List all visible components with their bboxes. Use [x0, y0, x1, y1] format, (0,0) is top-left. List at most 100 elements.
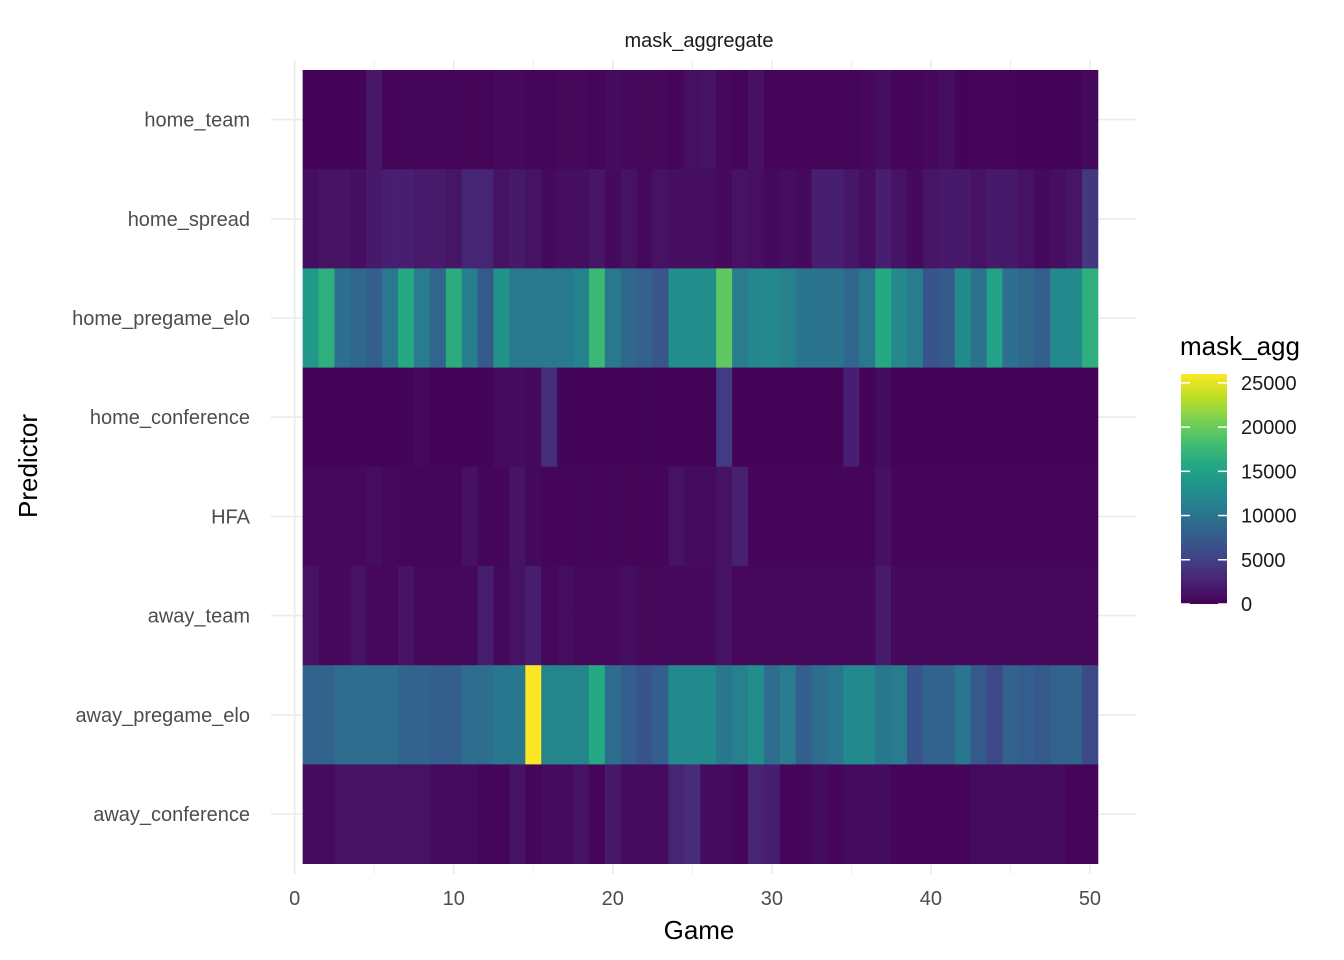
- heatmap-tile: [541, 169, 558, 269]
- heatmap-tile: [604, 466, 622, 567]
- heatmap-tile: [954, 466, 972, 567]
- heatmap-tile: [573, 764, 590, 864]
- heatmap-tile: [477, 665, 494, 765]
- heatmap-tile: [954, 367, 972, 468]
- heatmap-tile: [620, 70, 638, 170]
- heatmap-tile: [334, 665, 351, 765]
- heatmap-tile: [398, 764, 415, 864]
- heatmap-tile: [350, 367, 367, 468]
- heatmap-tile: [588, 665, 606, 765]
- heatmap-tile: [970, 268, 987, 368]
- heatmap-tile: [811, 566, 828, 666]
- heatmap-tile: [398, 70, 415, 170]
- heatmap-tile: [954, 169, 972, 269]
- heatmap-tile: [461, 268, 478, 368]
- heatmap-tile: [350, 268, 367, 368]
- heatmap-tile: [763, 566, 781, 666]
- heatmap-tile: [1082, 268, 1099, 368]
- heatmap-tile: [684, 169, 701, 269]
- heatmap-tile: [891, 367, 908, 468]
- heatmap-tile: [525, 764, 542, 864]
- heatmap-tile: [1018, 268, 1035, 368]
- heatmap-tile: [334, 169, 351, 269]
- heatmap-tile: [779, 367, 797, 468]
- heatmap-tile: [1002, 70, 1019, 170]
- heatmap-tile: [1050, 367, 1067, 468]
- heatmap-tile: [334, 566, 351, 666]
- heatmap-tile: [334, 367, 351, 468]
- heatmap-tile: [970, 566, 987, 666]
- heatmap-tile: [1066, 764, 1083, 864]
- heatmap-tile: [668, 665, 685, 765]
- heatmap-tile: [1082, 566, 1099, 666]
- color-legend: mask_agg 0 5000 10000 15000 20000 25000: [1180, 331, 1300, 616]
- heatmap-tile: [716, 367, 733, 468]
- heatmap-tile: [493, 466, 510, 567]
- heatmap-tile: [732, 70, 749, 170]
- heatmap-tile: [620, 665, 638, 765]
- heatmap-tile: [747, 70, 765, 170]
- heatmap-tile: [350, 70, 367, 170]
- heatmap-tile: [541, 367, 558, 468]
- heatmap-tile: [573, 665, 590, 765]
- heatmap-tile: [318, 566, 335, 666]
- heatmap-tile: [636, 70, 653, 170]
- heatmap-tile: [509, 665, 526, 765]
- heatmap-tile: [938, 367, 956, 468]
- heatmap-tile: [525, 268, 542, 368]
- heatmap-tile: [1018, 70, 1035, 170]
- heatmap-tile: [541, 566, 558, 666]
- heatmap-tile: [795, 169, 813, 269]
- heatmap-tile: [445, 665, 463, 765]
- heatmap-tile: [636, 566, 653, 666]
- legend-tick-label: 5000: [1241, 550, 1286, 572]
- heatmap-tile: [620, 268, 638, 368]
- heatmap-tile: [970, 466, 987, 567]
- heatmap-tile: [907, 367, 924, 468]
- heatmap-tile: [684, 268, 701, 368]
- heatmap-tile: [700, 566, 717, 666]
- legend-title: mask_agg: [1180, 331, 1300, 361]
- heatmap-tile: [382, 367, 399, 468]
- heatmap-tile: [779, 566, 797, 666]
- heatmap-tile: [907, 268, 924, 368]
- heatmap-tile: [318, 70, 335, 170]
- heatmap-tile: [509, 764, 526, 864]
- heatmap-tile: [557, 268, 574, 368]
- heatmap-tile: [541, 268, 558, 368]
- heatmap-tile: [795, 665, 813, 765]
- heatmap-tile: [1066, 169, 1083, 269]
- heatmap-tile: [604, 70, 622, 170]
- heatmap-tile: [573, 70, 590, 170]
- heatmap-tile: [779, 70, 797, 170]
- heatmap-tile: [1066, 466, 1083, 567]
- heatmap-tile: [636, 169, 653, 269]
- heatmap-tile: [811, 70, 828, 170]
- heatmap-tile: [652, 566, 669, 666]
- heatmap-tile: [891, 268, 908, 368]
- heatmap-tile: [763, 665, 781, 765]
- heatmap-tile: [493, 764, 510, 864]
- heatmap-tile: [859, 268, 876, 368]
- heatmap-tile: [668, 70, 685, 170]
- heatmap-tile: [891, 764, 908, 864]
- heatmap-tile: [557, 367, 574, 468]
- heatmap-tile: [604, 665, 622, 765]
- heatmap-tile: [954, 764, 972, 864]
- heatmap-tile: [461, 764, 478, 864]
- heatmap-tile: [859, 70, 876, 170]
- heatmap-tile: [1082, 169, 1099, 269]
- heatmap-tile: [668, 566, 685, 666]
- heatmap-tile: [318, 268, 335, 368]
- heatmap-tile: [859, 665, 876, 765]
- heatmap-tile: [493, 367, 510, 468]
- heatmap-tile: [922, 367, 940, 468]
- heatmap-tile: [732, 268, 749, 368]
- heatmap-tile: [636, 764, 653, 864]
- heatmap-tile: [477, 764, 494, 864]
- heatmap-tile: [1002, 665, 1019, 765]
- heatmap-tile: [1082, 665, 1099, 765]
- heatmap-tile: [700, 268, 717, 368]
- heatmap-tile: [445, 566, 463, 666]
- heatmap-tile: [747, 466, 765, 567]
